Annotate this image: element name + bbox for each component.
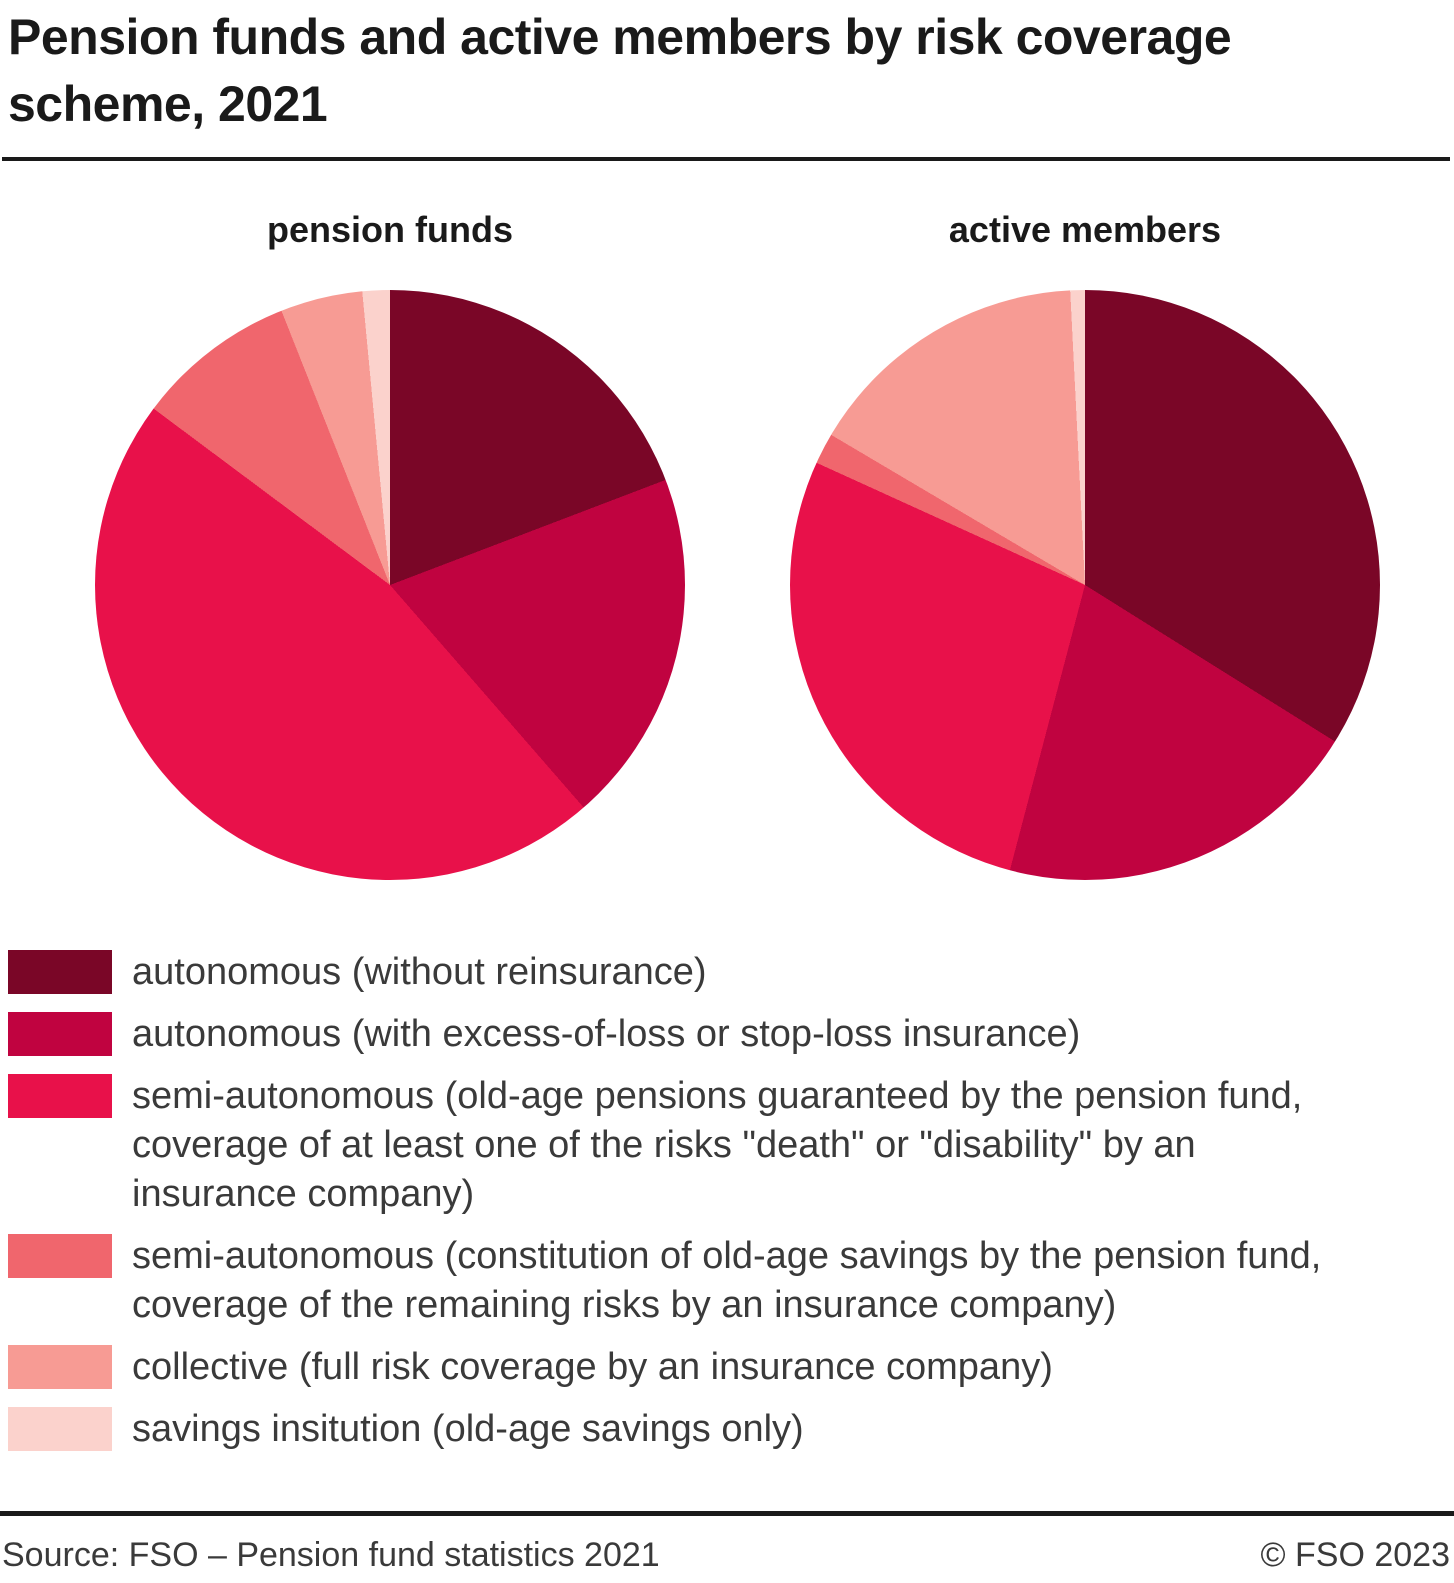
legend-item: semi-autonomous (constitution of old-age…: [8, 1232, 1444, 1330]
top-divider: [2, 157, 1450, 161]
pie-chart-pension-funds: [95, 290, 685, 880]
legend-swatch-autonomous-without-reinsurance: [8, 950, 112, 994]
legend-swatch-semi-autonomous-guaranteed: [8, 1074, 112, 1118]
source-note: Source: FSO – Pension fund statistics 20…: [2, 1536, 660, 1574]
pie-title-active-members: active members: [948, 209, 1222, 250]
legend-item: collective (full risk coverage by an ins…: [8, 1343, 1444, 1392]
pie-chart-active-members: [790, 290, 1380, 880]
copyright-note: © FSO 2023: [1260, 1536, 1450, 1574]
legend-label: semi-autonomous (old-age pensions guaran…: [132, 1075, 1303, 1215]
legend-label: semi-autonomous (constitution of old-age…: [132, 1235, 1322, 1326]
legend-swatch-savings-institution: [8, 1407, 112, 1451]
legend-label: savings insitution (old-age savings only…: [132, 1408, 804, 1450]
legend-swatch-autonomous-with-insurance: [8, 1012, 112, 1056]
legend: autonomous (without reinsurance) autonom…: [8, 948, 1444, 1454]
legend-swatch-collective: [8, 1345, 112, 1389]
legend-item: savings insitution (old-age savings only…: [8, 1405, 1444, 1454]
legend-item: autonomous (with excess-of-loss or stop-…: [8, 1010, 1444, 1059]
pie-title-pension-funds: pension funds: [267, 209, 513, 250]
legend-label: autonomous (without reinsurance): [132, 951, 707, 993]
pie-group-active-members: active members: [790, 208, 1380, 880]
pie-group-pension-funds: pension funds: [95, 208, 685, 880]
page-title: Pension funds and active members by risk…: [8, 9, 1232, 132]
bottom-divider: [0, 1511, 1454, 1516]
footer: Source: FSO – Pension fund statistics 20…: [2, 1534, 1450, 1576]
legend-item: autonomous (without reinsurance): [8, 948, 1444, 997]
legend-label: autonomous (with excess-of-loss or stop-…: [132, 1013, 1081, 1055]
legend-item: semi-autonomous (old-age pensions guaran…: [8, 1072, 1444, 1219]
legend-swatch-semi-autonomous-constitution: [8, 1234, 112, 1278]
legend-label: collective (full risk coverage by an ins…: [132, 1346, 1053, 1388]
